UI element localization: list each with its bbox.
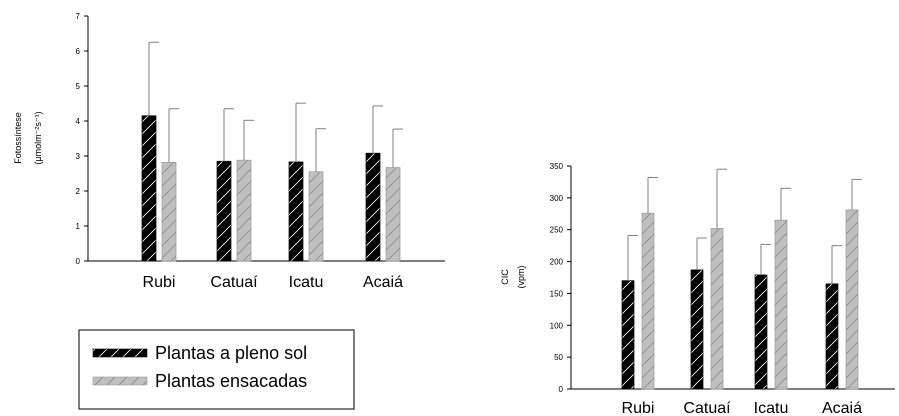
chart2-category-label: Rubi xyxy=(622,400,655,416)
chart1-ytick-label: 0 xyxy=(76,257,81,266)
chart1-category-label: Acaiá xyxy=(363,274,403,291)
legend-label-bagged: Plantas ensacadas xyxy=(155,371,307,391)
chart1-ytick-label: 4 xyxy=(76,117,81,126)
chart2-ytick-label: 0 xyxy=(559,385,564,394)
legend-swatch-solid xyxy=(92,348,148,358)
chart1-bar-solid xyxy=(216,160,232,262)
chart-cic: CIC (vpm) 0 50 100 150 200 250 300 350 Rubi Catua… xyxy=(500,162,895,416)
chart1-ytick-label: 6 xyxy=(76,47,81,56)
chart1-bar-bagged xyxy=(161,161,177,262)
chart1-category-label: Icatu xyxy=(289,274,324,291)
chart1-category-label: Catuaí xyxy=(210,274,258,291)
chart2-ytick-label: 350 xyxy=(550,162,564,171)
legend-box xyxy=(78,329,355,410)
chart-photosynthesis: Fotossíntese (μmolm⁻²s⁻¹) 0 1 2 3 4 5 6 7 Rubi Ca… xyxy=(13,12,445,291)
chart1-ytick-label: 1 xyxy=(76,222,81,231)
chart2-category-label: Catuaí xyxy=(683,400,731,416)
chart2-bar-bagged xyxy=(845,209,859,390)
chart2-bar-solid xyxy=(825,283,839,390)
chart1-bar-bagged xyxy=(308,171,324,262)
chart1-bar-bagged xyxy=(236,159,252,262)
chart1-ytick-label: 7 xyxy=(76,12,81,21)
chart2-ytick-label: 200 xyxy=(550,258,564,267)
chart1-bar-solid xyxy=(365,152,381,262)
chart1-bar-solid xyxy=(288,161,304,262)
chart2-ytick-label: 300 xyxy=(550,194,564,203)
chart2-bar-solid xyxy=(621,280,635,390)
chart1-ytick-label: 3 xyxy=(76,152,81,161)
chart2-ytick-label: 100 xyxy=(550,321,564,330)
chart2-bar-bagged xyxy=(710,228,724,390)
chart2-ytick-label: 50 xyxy=(554,353,563,362)
chart2-ylabel: CIC xyxy=(500,269,510,285)
legend: Plantas a pleno sol Plantas ensacadas xyxy=(78,329,355,410)
chart2-bar-solid xyxy=(754,274,768,390)
legend-swatch-bagged xyxy=(92,376,148,386)
chart2-ytick-label: 150 xyxy=(550,289,564,298)
chart1-ytick-label: 5 xyxy=(76,82,81,91)
chart1-ylabel: Fotossíntese xyxy=(13,112,23,164)
chart1-bar-solid xyxy=(141,115,157,262)
chart2-ytick-label: 250 xyxy=(550,226,564,235)
chart1-bar-bagged xyxy=(385,167,401,262)
chart1-category-label: Rubi xyxy=(143,274,176,291)
chart2-bar-solid xyxy=(690,269,704,390)
chart1-yunit: (μmolm⁻²s⁻¹) xyxy=(33,111,43,164)
chart2-bar-bagged xyxy=(774,219,788,390)
chart1-ytick-label: 2 xyxy=(76,187,81,196)
chart2-category-label: Icatu xyxy=(754,400,789,416)
chart2-bar-bagged xyxy=(641,212,655,390)
chart2-category-label: Acaiá xyxy=(822,400,862,416)
chart2-yunit: (vpm) xyxy=(516,266,526,289)
legend-label-solid: Plantas a pleno sol xyxy=(155,343,307,363)
